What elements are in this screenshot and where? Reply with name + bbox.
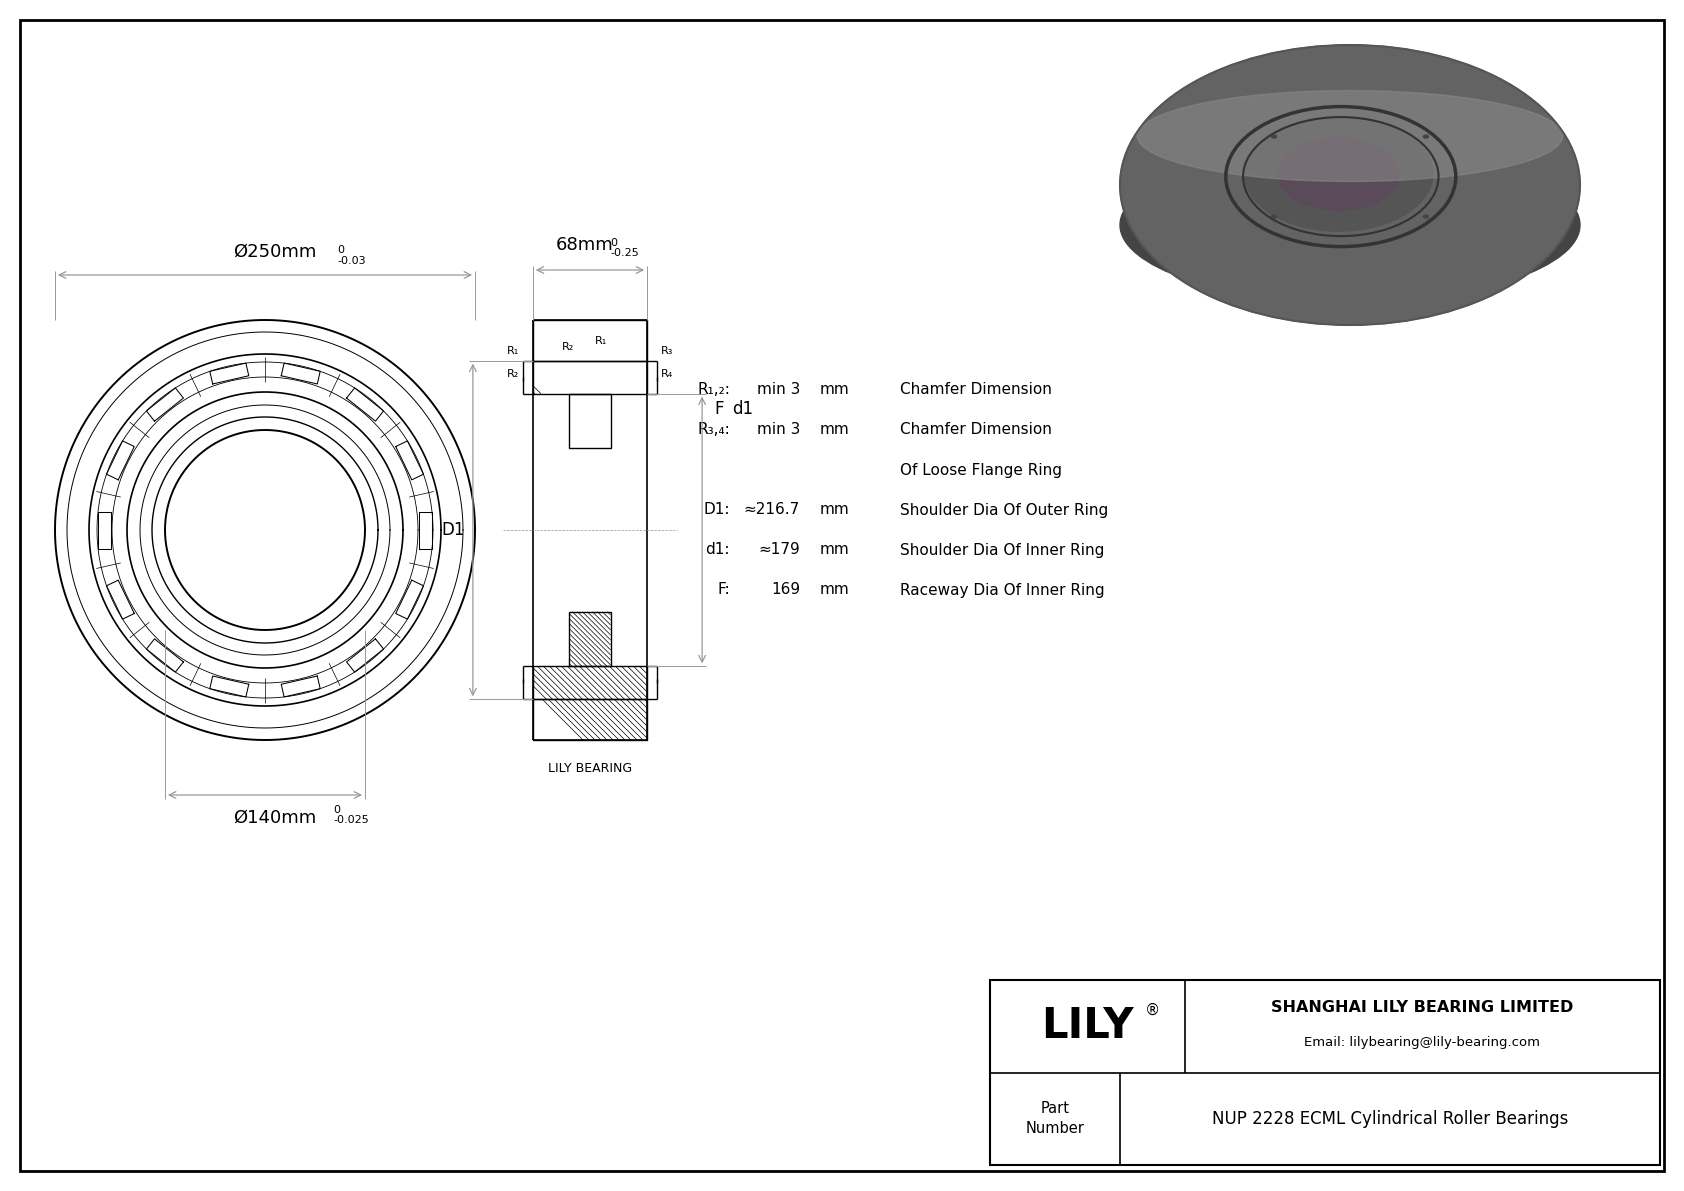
Text: d1: d1 (733, 400, 753, 418)
Text: SHANGHAI LILY BEARING LIMITED: SHANGHAI LILY BEARING LIMITED (1271, 1000, 1573, 1015)
Text: 0: 0 (333, 805, 340, 815)
Bar (532, 666, 647, 699)
Bar (532, 361, 647, 394)
Text: Ø140mm: Ø140mm (234, 809, 317, 827)
Ellipse shape (1278, 137, 1398, 210)
Ellipse shape (1120, 45, 1580, 325)
Text: 169: 169 (771, 582, 800, 598)
Bar (990, 980, 1660, 1165)
Bar (532, 699, 647, 740)
Text: R₂: R₂ (507, 369, 520, 379)
Ellipse shape (1244, 117, 1433, 231)
Text: Email: lilybearing@lily-bearing.com: Email: lilybearing@lily-bearing.com (1305, 1036, 1541, 1049)
Text: R₁,₂:: R₁,₂: (697, 382, 729, 398)
Text: -0.025: -0.025 (333, 815, 369, 825)
Ellipse shape (1271, 216, 1276, 218)
Text: mm: mm (820, 423, 850, 437)
Text: Chamfer Dimension: Chamfer Dimension (899, 382, 1052, 398)
Text: ≈179: ≈179 (758, 542, 800, 557)
Text: R₂: R₂ (562, 342, 574, 353)
Ellipse shape (1137, 91, 1563, 181)
Text: F:: F: (717, 582, 729, 598)
Text: LILY BEARING: LILY BEARING (547, 762, 632, 775)
Bar (569, 394, 611, 448)
Text: Part
Number: Part Number (1026, 1102, 1084, 1136)
Ellipse shape (1423, 135, 1428, 138)
Text: mm: mm (820, 582, 850, 598)
Text: Raceway Dia Of Inner Ring: Raceway Dia Of Inner Ring (899, 582, 1105, 598)
Text: LILY: LILY (1041, 1005, 1133, 1047)
Text: mm: mm (820, 503, 850, 518)
Text: ≈216.7: ≈216.7 (744, 503, 800, 518)
Text: NUP 2228 ECML Cylindrical Roller Bearings: NUP 2228 ECML Cylindrical Roller Bearing… (1212, 1110, 1568, 1128)
Text: 0: 0 (610, 238, 616, 248)
Text: Shoulder Dia Of Outer Ring: Shoulder Dia Of Outer Ring (899, 503, 1108, 518)
Text: D1:: D1: (704, 503, 729, 518)
Text: Shoulder Dia Of Inner Ring: Shoulder Dia Of Inner Ring (899, 542, 1105, 557)
Bar (569, 612, 611, 666)
Text: -0.25: -0.25 (610, 248, 638, 258)
Text: R₁: R₁ (507, 345, 520, 356)
Text: ®: ® (1145, 1003, 1160, 1018)
Ellipse shape (1271, 135, 1276, 138)
Bar (532, 320, 647, 361)
Text: F: F (714, 400, 724, 418)
Text: R₄: R₄ (660, 369, 672, 379)
Text: min 3: min 3 (756, 423, 800, 437)
Text: mm: mm (820, 542, 850, 557)
Ellipse shape (1120, 148, 1580, 303)
Text: -0.03: -0.03 (337, 256, 365, 266)
Text: Ø250mm: Ø250mm (234, 243, 317, 261)
Ellipse shape (1423, 216, 1428, 218)
Text: R₃,₄:: R₃,₄: (697, 423, 729, 437)
Text: d1:: d1: (706, 542, 729, 557)
Text: min 3: min 3 (756, 382, 800, 398)
Text: D1: D1 (441, 520, 465, 540)
Text: Of Loose Flange Ring: Of Loose Flange Ring (899, 462, 1063, 478)
Text: 68mm: 68mm (556, 236, 615, 254)
Text: Chamfer Dimension: Chamfer Dimension (899, 423, 1052, 437)
Text: mm: mm (820, 382, 850, 398)
Text: R₁: R₁ (594, 336, 608, 347)
Text: R₃: R₃ (660, 345, 674, 356)
Text: 0: 0 (337, 245, 344, 255)
